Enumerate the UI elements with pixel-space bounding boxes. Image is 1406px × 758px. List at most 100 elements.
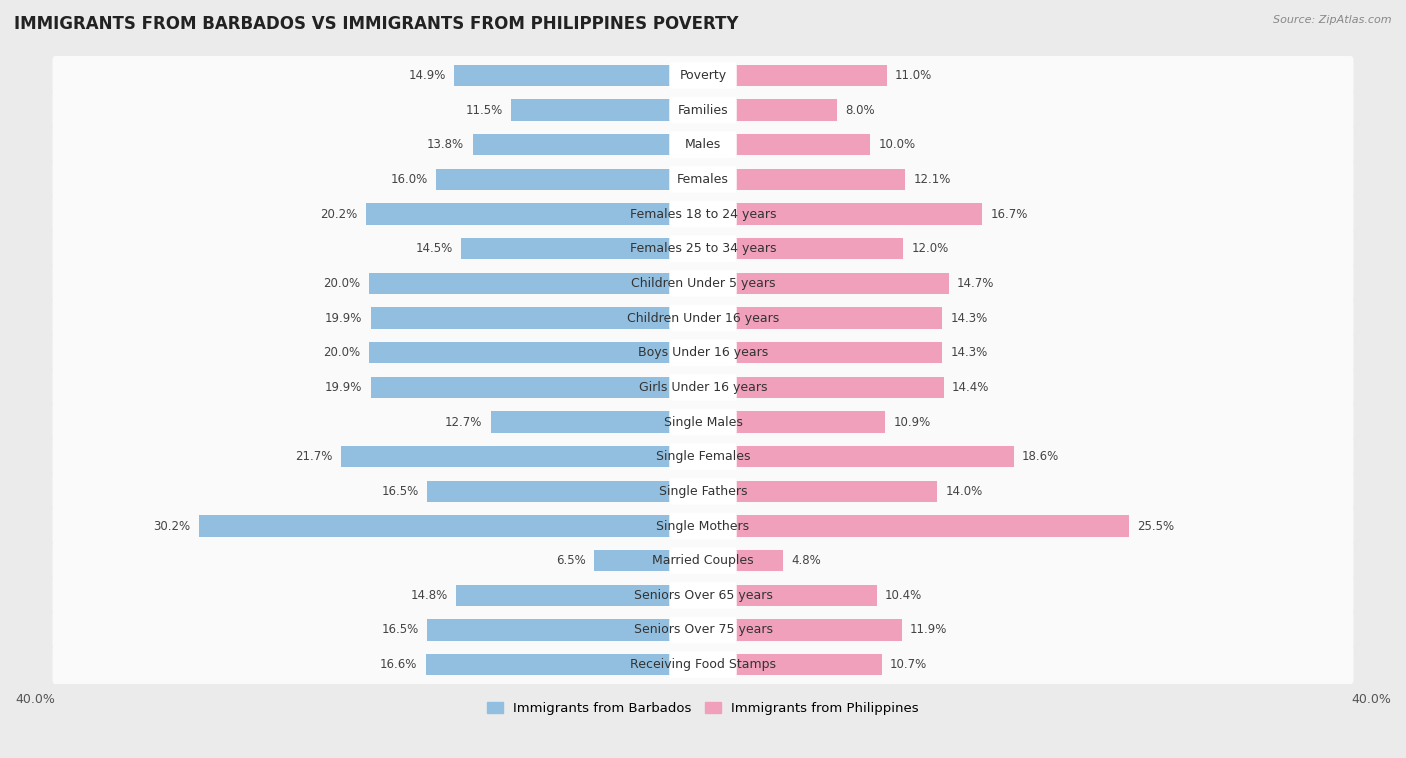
Text: Receiving Food Stamps: Receiving Food Stamps (630, 658, 776, 671)
Text: 14.3%: 14.3% (950, 346, 987, 359)
FancyBboxPatch shape (669, 512, 737, 539)
Text: 11.9%: 11.9% (910, 624, 948, 637)
FancyBboxPatch shape (669, 201, 737, 227)
Bar (454, 64, 703, 86)
Text: Single Females: Single Females (655, 450, 751, 463)
FancyBboxPatch shape (52, 230, 1354, 268)
FancyBboxPatch shape (669, 617, 737, 644)
Bar (595, 550, 703, 572)
Text: 14.0%: 14.0% (945, 485, 983, 498)
FancyBboxPatch shape (52, 264, 1354, 302)
Text: Boys Under 16 years: Boys Under 16 years (638, 346, 768, 359)
Bar (703, 619, 901, 641)
Bar (703, 203, 981, 225)
Text: Children Under 16 years: Children Under 16 years (627, 312, 779, 324)
Text: Seniors Over 65 years: Seniors Over 65 years (634, 589, 772, 602)
FancyBboxPatch shape (52, 611, 1354, 650)
FancyBboxPatch shape (52, 506, 1354, 546)
Bar (472, 134, 703, 155)
Text: 19.9%: 19.9% (325, 381, 363, 394)
Bar (703, 307, 942, 329)
Text: 20.0%: 20.0% (323, 346, 360, 359)
Bar (427, 619, 703, 641)
FancyBboxPatch shape (669, 305, 737, 331)
FancyBboxPatch shape (52, 334, 1354, 372)
Bar (703, 654, 882, 675)
Bar (703, 481, 936, 502)
Text: 11.0%: 11.0% (896, 69, 932, 82)
FancyBboxPatch shape (52, 56, 1354, 95)
Text: 12.1%: 12.1% (914, 173, 950, 186)
Text: IMMIGRANTS FROM BARBADOS VS IMMIGRANTS FROM PHILIPPINES POVERTY: IMMIGRANTS FROM BARBADOS VS IMMIGRANTS F… (14, 15, 738, 33)
Text: 10.9%: 10.9% (893, 415, 931, 428)
FancyBboxPatch shape (52, 472, 1354, 511)
Text: 13.8%: 13.8% (427, 138, 464, 152)
Text: 14.8%: 14.8% (411, 589, 447, 602)
Bar (703, 446, 1014, 468)
Text: 20.2%: 20.2% (321, 208, 357, 221)
FancyBboxPatch shape (669, 582, 737, 609)
Bar (703, 550, 783, 572)
Text: 10.0%: 10.0% (879, 138, 915, 152)
Text: Females 18 to 24 years: Females 18 to 24 years (630, 208, 776, 221)
Bar (426, 654, 703, 675)
Text: Males: Males (685, 138, 721, 152)
Bar (366, 203, 703, 225)
Text: Single Mothers: Single Mothers (657, 519, 749, 533)
Text: 19.9%: 19.9% (325, 312, 363, 324)
Text: 6.5%: 6.5% (557, 554, 586, 567)
Text: 30.2%: 30.2% (153, 519, 190, 533)
Text: 21.7%: 21.7% (295, 450, 332, 463)
Text: Single Fathers: Single Fathers (659, 485, 747, 498)
Bar (368, 342, 703, 363)
FancyBboxPatch shape (52, 160, 1354, 199)
FancyBboxPatch shape (669, 62, 737, 89)
FancyBboxPatch shape (669, 270, 737, 296)
Bar (703, 584, 877, 606)
Bar (703, 238, 904, 259)
Bar (703, 515, 1129, 537)
Bar (198, 515, 703, 537)
Text: Females 25 to 34 years: Females 25 to 34 years (630, 243, 776, 255)
Text: Seniors Over 75 years: Seniors Over 75 years (634, 624, 772, 637)
FancyBboxPatch shape (669, 97, 737, 124)
Text: 16.0%: 16.0% (391, 173, 427, 186)
FancyBboxPatch shape (52, 541, 1354, 580)
Bar (703, 273, 949, 294)
Text: 4.8%: 4.8% (792, 554, 821, 567)
Text: 16.5%: 16.5% (382, 485, 419, 498)
FancyBboxPatch shape (52, 91, 1354, 130)
Text: Single Males: Single Males (664, 415, 742, 428)
FancyBboxPatch shape (669, 547, 737, 574)
Text: 10.7%: 10.7% (890, 658, 928, 671)
FancyBboxPatch shape (669, 651, 737, 678)
Text: 14.5%: 14.5% (415, 243, 453, 255)
Text: Females: Females (678, 173, 728, 186)
FancyBboxPatch shape (52, 402, 1354, 441)
Legend: Immigrants from Barbados, Immigrants from Philippines: Immigrants from Barbados, Immigrants fro… (486, 703, 920, 716)
Text: Children Under 5 years: Children Under 5 years (631, 277, 775, 290)
Bar (703, 342, 942, 363)
Bar (456, 584, 703, 606)
Bar (436, 169, 703, 190)
FancyBboxPatch shape (669, 340, 737, 366)
Bar (703, 377, 943, 398)
FancyBboxPatch shape (669, 478, 737, 505)
Text: 20.0%: 20.0% (323, 277, 360, 290)
Text: 8.0%: 8.0% (845, 104, 875, 117)
Text: Poverty: Poverty (679, 69, 727, 82)
FancyBboxPatch shape (669, 409, 737, 435)
Bar (368, 273, 703, 294)
Bar (703, 412, 884, 433)
Bar (371, 377, 703, 398)
Text: Married Couples: Married Couples (652, 554, 754, 567)
Bar (510, 99, 703, 121)
FancyBboxPatch shape (52, 645, 1354, 684)
Text: Families: Families (678, 104, 728, 117)
FancyBboxPatch shape (52, 576, 1354, 615)
Text: 16.5%: 16.5% (382, 624, 419, 637)
Text: 14.7%: 14.7% (957, 277, 994, 290)
FancyBboxPatch shape (669, 166, 737, 193)
Text: 16.6%: 16.6% (380, 658, 418, 671)
Text: 14.4%: 14.4% (952, 381, 990, 394)
